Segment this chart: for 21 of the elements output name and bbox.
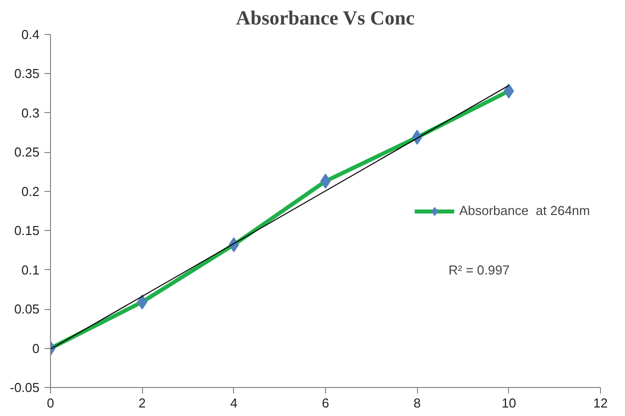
- chart-title: Absorbance Vs Conc: [236, 8, 415, 30]
- x-tick-label: 12: [593, 396, 608, 410]
- y-tick-label: 0.2: [21, 184, 40, 199]
- legend-label: Absorbance at 264nm: [459, 203, 590, 218]
- y-tick-label: 0.25: [14, 144, 40, 160]
- y-tick-label: 0.35: [14, 66, 40, 82]
- y-tick-label: -0.05: [10, 380, 40, 395]
- y-tick-label: 0.1: [21, 262, 40, 278]
- point: [320, 174, 331, 189]
- x-tick-label: 6: [322, 396, 330, 410]
- x-tick-label: 10: [502, 396, 516, 410]
- y-tick-label: 0: [32, 340, 40, 356]
- x-tick-label: 2: [138, 396, 146, 410]
- y-tick-label: 0.3: [21, 105, 40, 120]
- annotation: R² = 0.997: [448, 262, 510, 278]
- x-tick-label: 0: [46, 396, 54, 410]
- y-tick-label: 0.4: [21, 27, 40, 42]
- y-tick-label: 0.05: [14, 302, 40, 317]
- x-tick-label: 4: [230, 396, 238, 410]
- y-tick-label: 0.15: [14, 223, 40, 238]
- x-tick-label: 8: [414, 396, 421, 410]
